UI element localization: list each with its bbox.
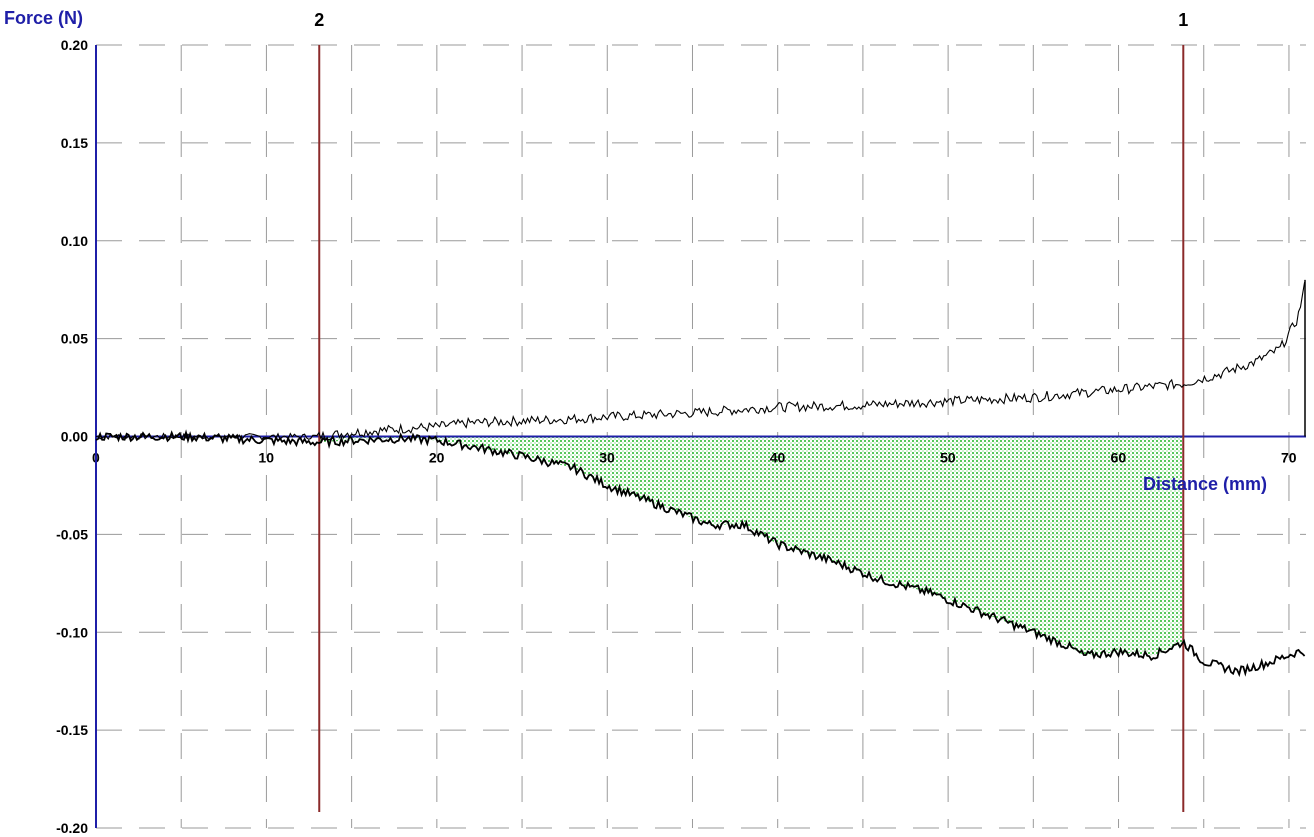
marker-label: 1 xyxy=(1178,10,1188,30)
series xyxy=(95,279,1306,678)
y-tick-label: 0.10 xyxy=(61,233,88,249)
x-tick-label: 30 xyxy=(599,450,615,466)
y-tick-label: -0.15 xyxy=(56,722,88,738)
y-tick-label: 0.05 xyxy=(61,331,88,347)
x-tick-label: 50 xyxy=(940,450,956,466)
y-tick-label: -0.20 xyxy=(56,820,88,836)
labels: Force (N) Distance (mm) xyxy=(4,8,1267,494)
x-tick-label: 10 xyxy=(258,450,274,466)
series-line xyxy=(95,429,1306,678)
x-tick-label: 70 xyxy=(1281,450,1297,466)
shaded-area-path xyxy=(319,436,1184,656)
shaded-area xyxy=(319,436,1184,656)
y-tick-label: 0.00 xyxy=(61,429,88,445)
x-tick-label: 60 xyxy=(1111,450,1127,466)
x-tick-label: 20 xyxy=(429,450,445,466)
marker-label: 2 xyxy=(314,10,324,30)
y-tick-label: -0.05 xyxy=(56,526,88,542)
y-tick-label: -0.10 xyxy=(56,624,88,640)
x-tick-label: 40 xyxy=(770,450,786,466)
y-tick-label: 0.15 xyxy=(61,135,88,151)
series-line xyxy=(95,282,1306,441)
y-tick-label: 0.20 xyxy=(61,37,88,53)
y-axis-label: Force (N) xyxy=(4,8,83,28)
x-axis-label: Distance (mm) xyxy=(1143,474,1267,494)
